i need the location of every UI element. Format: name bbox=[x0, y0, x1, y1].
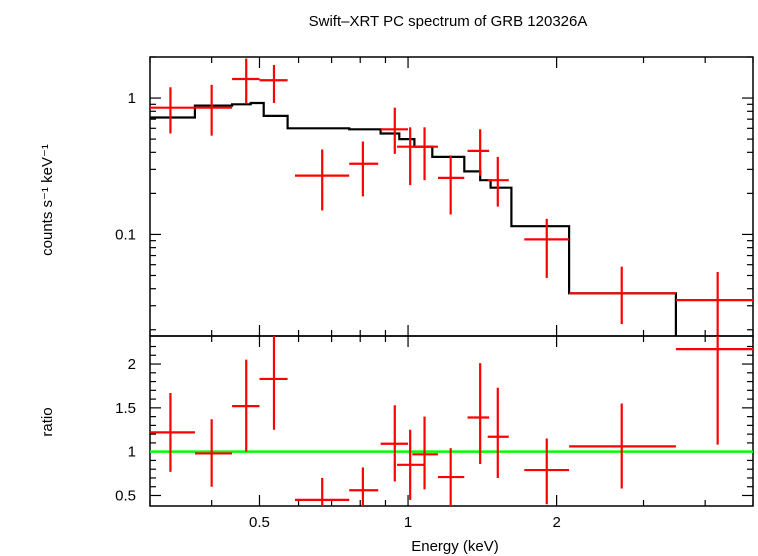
bottom-y-tick-label: 1 bbox=[128, 444, 136, 461]
bottom-y-tick-label: 1.5 bbox=[115, 400, 136, 417]
spectrum-panel: 10.1 bbox=[115, 56, 754, 337]
top-y-axis-label: counts s⁻¹ keV⁻¹ bbox=[39, 144, 56, 256]
ratio-panel: 0.5 1 2 0.5 1 1.5 2 bbox=[115, 335, 754, 531]
top-y-tick-label: 1 bbox=[128, 90, 136, 107]
bottom-y-tick-label: 2 bbox=[128, 356, 136, 373]
x-tick-label: 1 bbox=[404, 514, 412, 531]
x-axis-label: Energy (keV) bbox=[411, 538, 499, 555]
chart-title: Swift–XRT PC spectrum of GRB 120326A bbox=[309, 13, 588, 30]
model-step-line bbox=[150, 101, 677, 336]
x-tick-label: 0.5 bbox=[249, 514, 270, 531]
bottom-y-tick-label: 0.5 bbox=[115, 487, 136, 504]
x-tick-label: 2 bbox=[552, 514, 560, 531]
bottom-y-axis-label: ratio bbox=[39, 407, 56, 436]
top-y-tick-label: 0.1 bbox=[115, 226, 136, 243]
